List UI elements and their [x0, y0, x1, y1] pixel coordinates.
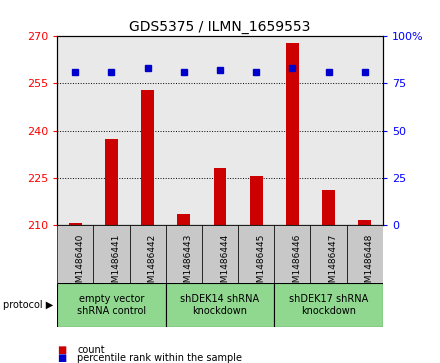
Bar: [57, 36, 93, 225]
Bar: [202, 36, 238, 225]
Text: GSM1486444: GSM1486444: [220, 234, 229, 294]
Bar: [57, 283, 166, 327]
Bar: [311, 225, 347, 283]
Bar: [93, 36, 129, 225]
Text: GSM1486446: GSM1486446: [292, 234, 301, 294]
Bar: [202, 225, 238, 283]
Bar: [69, 224, 82, 225]
Bar: [129, 36, 166, 225]
Text: ■: ■: [57, 345, 66, 355]
Bar: [177, 214, 190, 225]
Text: GSM1486440: GSM1486440: [75, 234, 84, 294]
Text: GSM1486442: GSM1486442: [148, 234, 157, 294]
Bar: [141, 90, 154, 225]
Bar: [166, 225, 202, 283]
Text: GSM1486441: GSM1486441: [111, 234, 121, 294]
Text: GSM1486448: GSM1486448: [365, 234, 374, 294]
Bar: [347, 225, 383, 283]
Bar: [105, 139, 118, 225]
Bar: [57, 225, 93, 283]
Bar: [166, 36, 202, 225]
Text: percentile rank within the sample: percentile rank within the sample: [77, 352, 242, 363]
Bar: [286, 42, 299, 225]
Bar: [214, 168, 226, 225]
Bar: [274, 36, 311, 225]
Bar: [322, 191, 335, 225]
Text: shDEK14 shRNA
knockdown: shDEK14 shRNA knockdown: [180, 294, 260, 316]
Bar: [274, 283, 383, 327]
Text: GSM1486443: GSM1486443: [184, 234, 193, 294]
Bar: [311, 36, 347, 225]
Text: count: count: [77, 345, 105, 355]
Title: GDS5375 / ILMN_1659553: GDS5375 / ILMN_1659553: [129, 20, 311, 34]
Bar: [93, 225, 129, 283]
Text: shDEK17 shRNA
knockdown: shDEK17 shRNA knockdown: [289, 294, 368, 316]
Bar: [274, 225, 311, 283]
Text: protocol ▶: protocol ▶: [3, 300, 53, 310]
Bar: [347, 36, 383, 225]
Bar: [238, 36, 274, 225]
Text: GSM1486445: GSM1486445: [256, 234, 265, 294]
Text: ■: ■: [57, 352, 66, 363]
Bar: [238, 225, 274, 283]
Text: empty vector
shRNA control: empty vector shRNA control: [77, 294, 146, 316]
Bar: [129, 225, 166, 283]
Bar: [359, 220, 371, 225]
Text: GSM1486447: GSM1486447: [329, 234, 337, 294]
Bar: [166, 283, 274, 327]
Bar: [250, 176, 263, 225]
